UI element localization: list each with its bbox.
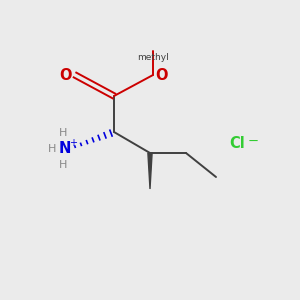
Polygon shape <box>148 153 152 189</box>
Text: methyl: methyl <box>137 52 169 62</box>
Text: H: H <box>59 128 67 139</box>
Text: +: + <box>70 137 77 148</box>
Text: O: O <box>156 68 168 82</box>
Text: N: N <box>58 141 71 156</box>
Text: H: H <box>48 143 57 154</box>
Text: Cl: Cl <box>229 136 245 152</box>
Text: −: − <box>248 134 259 148</box>
Text: H: H <box>59 160 67 170</box>
Text: O: O <box>60 68 72 82</box>
